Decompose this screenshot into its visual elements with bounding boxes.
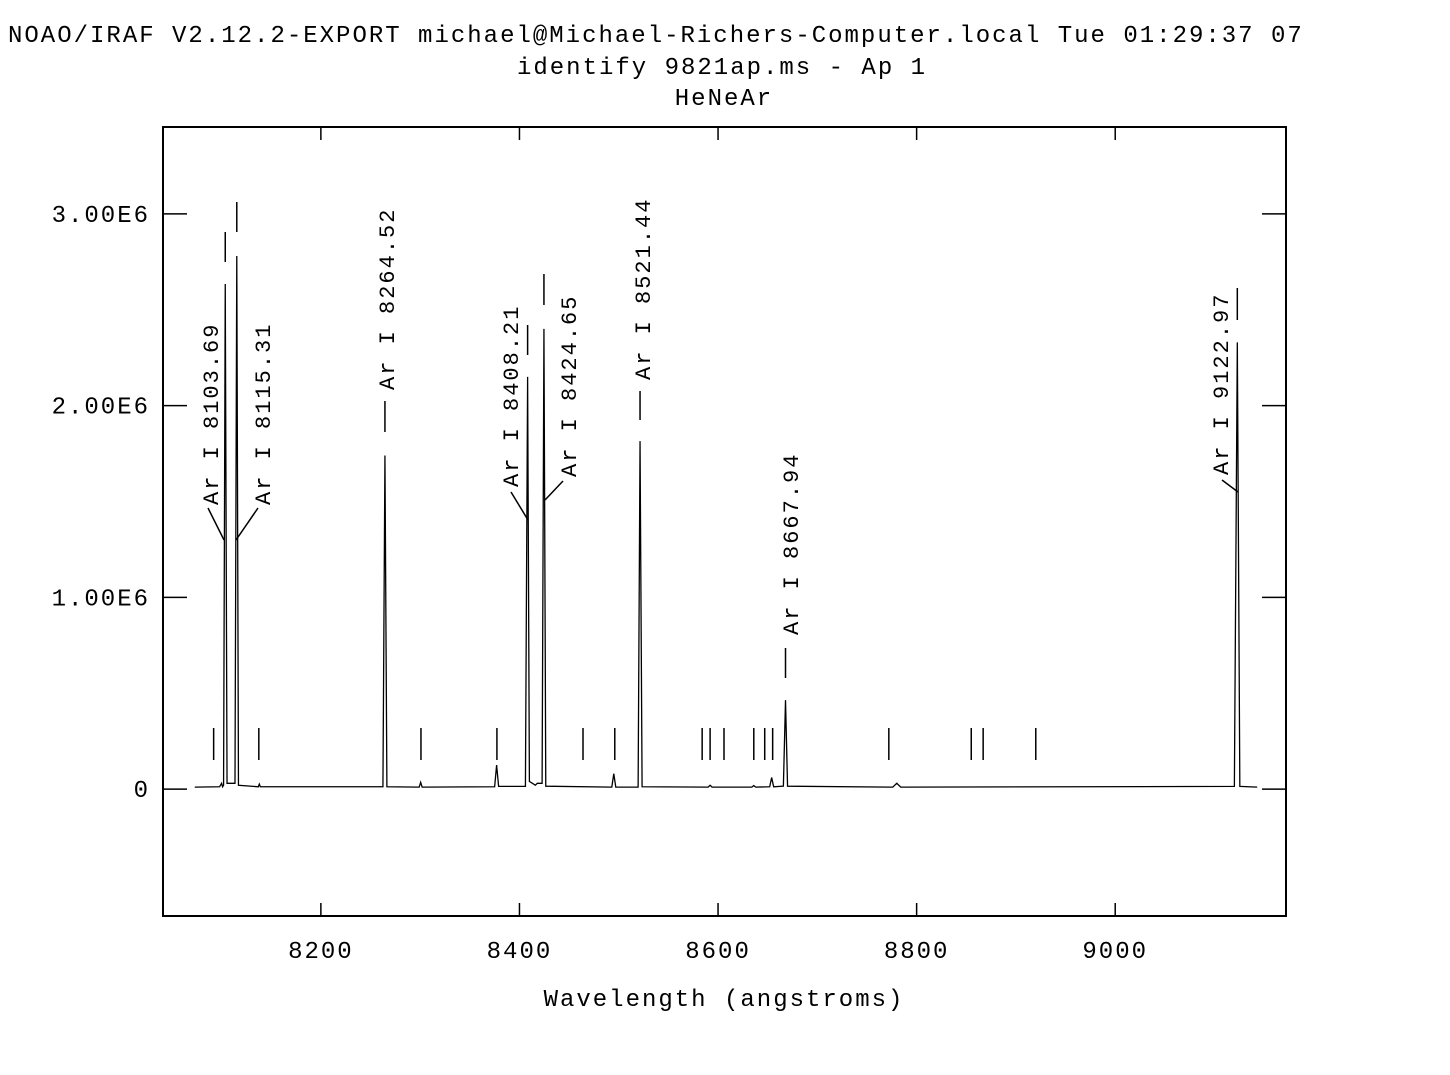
line-id-label: Ar I 8424.65 <box>558 295 583 477</box>
spectrum-line <box>194 256 1258 789</box>
leader-line <box>510 491 529 521</box>
line-id-label: Ar I 8408.21 <box>500 305 525 487</box>
x-axis-label: Wavelength (angstroms) <box>544 987 905 1014</box>
line-id-label: Ar I 8103.69 <box>200 323 225 505</box>
line-id-label: Ar I 9122.97 <box>1210 293 1235 475</box>
y-tick-label: 0 <box>134 778 150 805</box>
chart-subtitle: HeNeAr <box>675 86 773 113</box>
y-tick-label: 2.00E6 <box>52 395 150 422</box>
chart-title: NOAO/IRAF V2.12.2-EXPORT michael@Michael… <box>8 23 1304 50</box>
x-tick-label: 8400 <box>487 939 553 966</box>
x-tick-label: 8800 <box>884 939 950 966</box>
line-id-label: Ar I 8264.52 <box>376 208 401 390</box>
x-tick-label: 8200 <box>288 939 354 966</box>
y-tick-label: 1.00E6 <box>52 586 150 613</box>
leader-line <box>1221 479 1239 493</box>
x-tick-label: 8600 <box>685 939 751 966</box>
leader-line <box>544 480 564 501</box>
y-tick-label: 3.00E6 <box>52 203 150 230</box>
line-id-label: Ar I 8115.31 <box>252 323 277 505</box>
leader-line <box>207 507 225 541</box>
line-id-label: Ar I 8521.44 <box>632 198 657 380</box>
leader-line <box>235 507 259 541</box>
x-tick-label: 9000 <box>1082 939 1148 966</box>
plot-frame <box>162 126 1287 917</box>
line-id-label: Ar I 8667.94 <box>780 453 805 635</box>
chart-subtitle: identify 9821ap.ms - Ap 1 <box>517 55 927 82</box>
